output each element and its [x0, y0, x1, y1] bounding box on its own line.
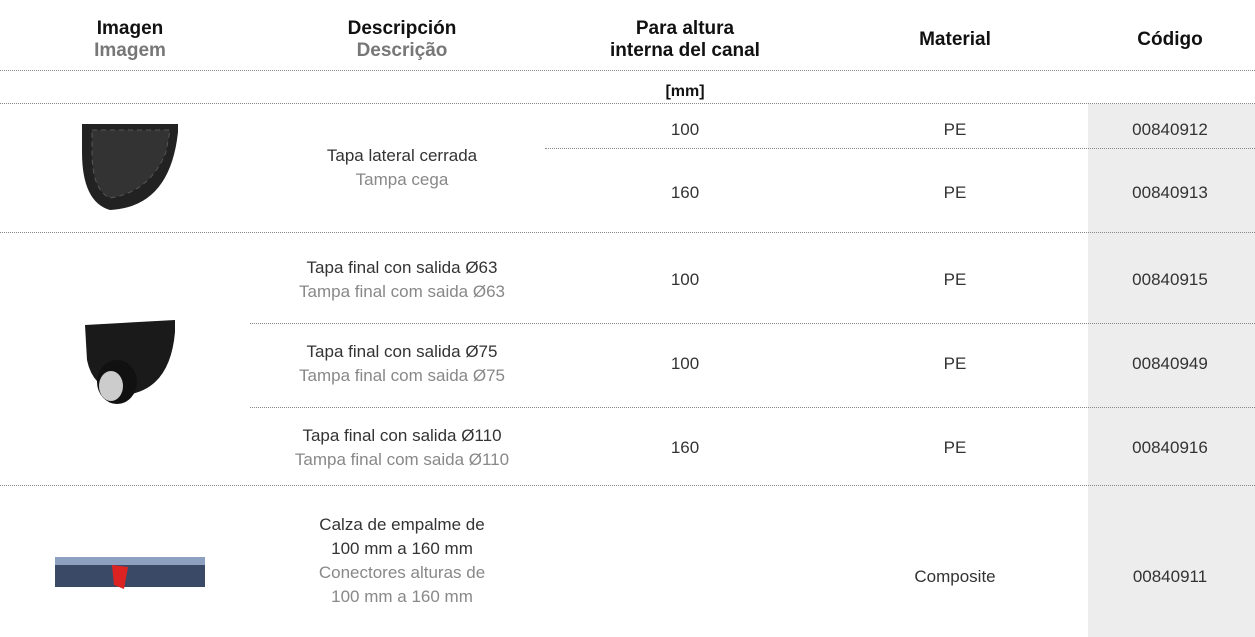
description: Tapa final con salida Ø63 Tampa final com…: [299, 256, 505, 304]
divider: [545, 148, 1255, 149]
description: Tapa final con salida Ø110 Tampa final co…: [295, 424, 509, 472]
code: 00840912: [1132, 120, 1208, 139]
height: 160: [670, 183, 700, 202]
text-line: Tapa lateral cerrada: [326, 145, 478, 165]
code: 00840911: [1132, 567, 1208, 586]
text-line: Tapa final con salida Ø63: [306, 258, 498, 277]
divider: [0, 485, 1255, 486]
text-line: Tapa final con salida Ø75: [306, 342, 498, 361]
column-header: Material: [919, 29, 991, 51]
product-image: [82, 124, 178, 210]
code-column-shade: [1088, 104, 1255, 637]
unit-label: [mm]: [665, 83, 705, 100]
material: Composite: [914, 567, 996, 586]
product-image: [55, 557, 205, 589]
description: Calza de empalme de 100 mm a 160 mm Conect…: [319, 513, 485, 609]
text-line: Material: [919, 29, 991, 50]
height: 100: [670, 270, 700, 289]
column-header: Para altura interna del canal: [610, 18, 760, 62]
description: Tapa lateral cerrada Tampa cega: [327, 144, 477, 192]
material: PE: [943, 354, 967, 373]
text-line: interna del canal: [610, 40, 760, 61]
column-header: Descripción Descrição: [348, 18, 457, 62]
code: 00840915: [1132, 270, 1208, 289]
material: PE: [943, 438, 967, 457]
material: PE: [943, 120, 967, 139]
text-line: Imagen: [96, 18, 164, 39]
text-line: 100 mm a 160 mm: [331, 587, 473, 606]
text-line: Calza de empalme de: [319, 515, 485, 534]
material: PE: [943, 270, 967, 289]
divider: [0, 103, 1255, 104]
text-line: Descripción: [347, 18, 457, 39]
text-line: Tampa cega: [355, 169, 449, 189]
column-header: Imagen Imagem: [94, 18, 166, 62]
description: Tapa final con salida Ø75 Tampa final com…: [299, 340, 505, 388]
divider: [0, 70, 1255, 71]
text-line: Código: [1137, 29, 1203, 50]
text-line: Tampa final com saida Ø75: [299, 366, 505, 385]
text-line: 100 mm a 160 mm: [331, 539, 473, 558]
text-line: Conectores alturas de: [318, 563, 486, 582]
height: 100: [670, 354, 700, 373]
code: 00840916: [1132, 438, 1208, 457]
code: 00840949: [1132, 354, 1208, 373]
text-line: Tampa final com saida Ø110: [294, 450, 510, 469]
height: 160: [670, 438, 700, 457]
divider: [0, 232, 1255, 233]
text-line: Tapa final con salida Ø110: [302, 426, 502, 445]
height: 100: [670, 120, 700, 139]
text-line: Para altura: [635, 18, 735, 39]
product-image: [85, 320, 175, 404]
code: 00840913: [1132, 183, 1208, 202]
material: PE: [943, 183, 967, 202]
text-line: Imagem: [94, 40, 166, 61]
divider: [250, 407, 1255, 408]
text-line: Descrição: [356, 40, 448, 61]
text-line: Tampa final com saida Ø63: [299, 282, 505, 301]
column-header: Código: [1137, 29, 1202, 51]
divider: [250, 323, 1255, 324]
